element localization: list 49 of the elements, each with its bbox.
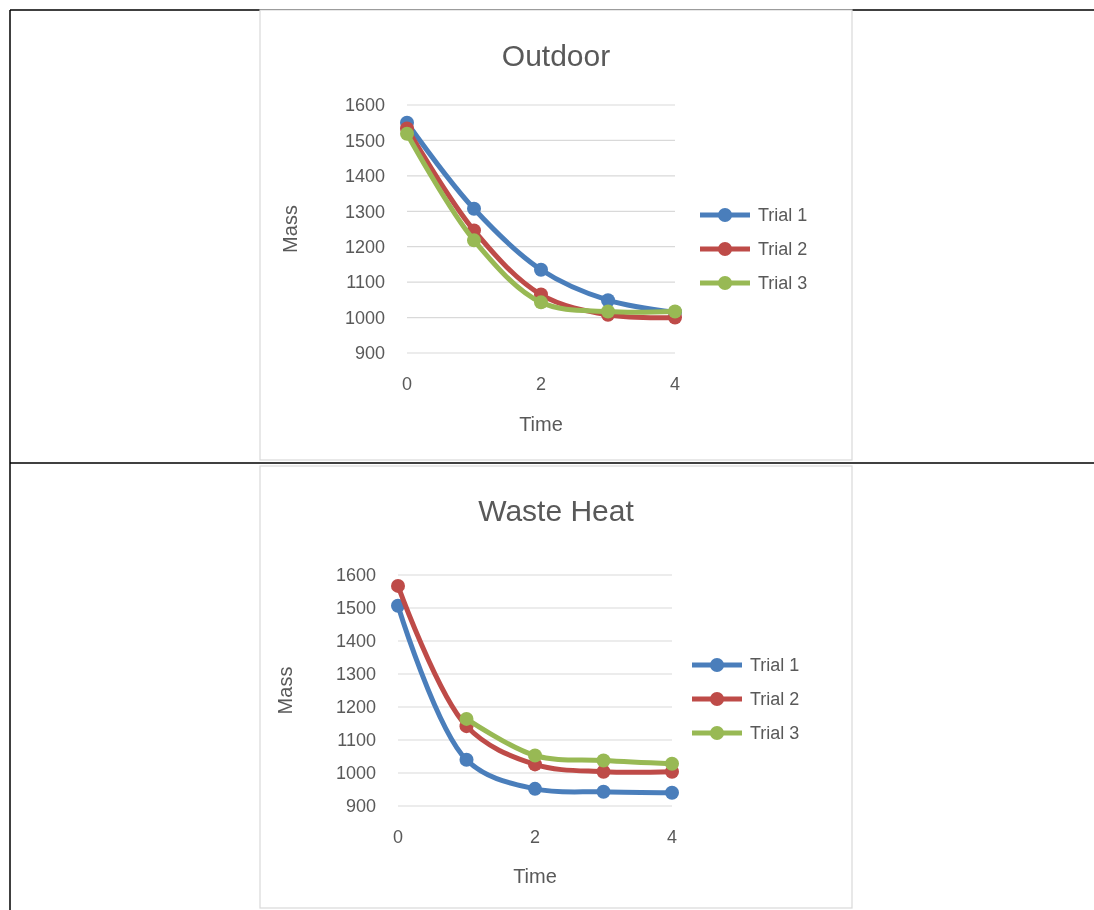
y-tick-label: 1300 (344, 201, 385, 222)
y-tick-label: 1600 (335, 565, 376, 586)
legend-label: Trial 2 (758, 239, 808, 260)
point (459, 752, 474, 767)
x-tick-label: 4 (666, 827, 678, 847)
legend-label: Trial 1 (750, 655, 800, 676)
point (391, 578, 405, 593)
point (665, 785, 679, 800)
y-tick-label: 1100 (337, 730, 376, 751)
y-tick-label: 1400 (344, 166, 385, 187)
y-tick-label: 1300 (335, 664, 376, 685)
point (528, 748, 542, 763)
x-tick-label: 4 (669, 374, 681, 394)
point (467, 201, 481, 216)
point (459, 711, 474, 726)
y-tick-label: 1400 (335, 631, 376, 652)
x-tick-label: 2 (535, 374, 547, 394)
point (467, 233, 481, 248)
y-tick-label: 900 (354, 343, 385, 364)
chart-title: Outdoor (501, 39, 611, 72)
x-axis-title: Time (513, 865, 557, 887)
y-axis-title: Mass (279, 205, 301, 253)
y-tick-label: 1200 (335, 697, 376, 718)
point (400, 126, 414, 141)
point (596, 784, 611, 799)
legend-label: Trial 2 (750, 689, 800, 710)
x-tick-label: 0 (401, 374, 413, 394)
y-tick-label: 1000 (344, 307, 385, 328)
y-tick-label: 1100 (346, 272, 385, 293)
x-tick-label: 0 (392, 827, 404, 847)
legend-label: Trial 1 (758, 205, 808, 226)
point (596, 753, 611, 768)
legend-label: Trial 3 (750, 723, 800, 744)
y-axis-title: Mass (274, 666, 296, 715)
point (601, 293, 615, 308)
y-tick-label: 1000 (335, 763, 376, 784)
point (665, 756, 679, 771)
y-tick-label: 1500 (344, 130, 385, 151)
y-tick-label: 1600 (344, 95, 385, 116)
y-tick-label: 1200 (344, 237, 385, 258)
point (534, 262, 548, 277)
x-axis-title: Time (519, 413, 563, 435)
chart-title: Waste Heat (478, 494, 635, 527)
point (534, 295, 548, 310)
y-tick-label: 1500 (335, 598, 376, 619)
point (528, 781, 542, 796)
legend-label: Trial 3 (758, 273, 808, 294)
x-tick-label: 2 (529, 827, 541, 847)
y-tick-label: 900 (345, 796, 376, 817)
